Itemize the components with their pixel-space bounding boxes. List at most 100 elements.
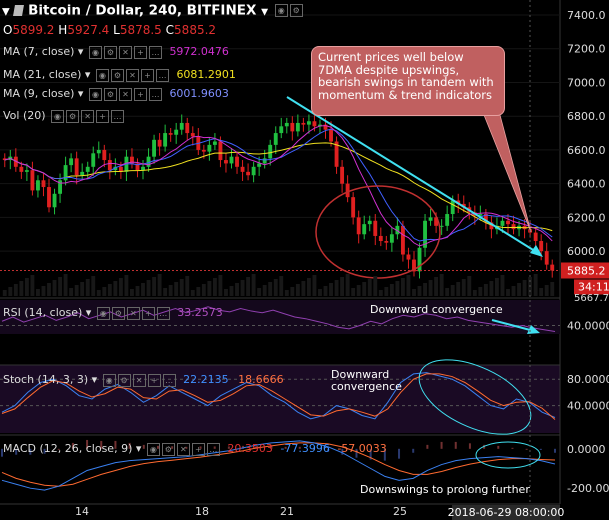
- candle-body: [96, 149, 101, 154]
- more-icon[interactable]: …: [111, 109, 125, 123]
- close-icon[interactable]: ✕: [118, 87, 132, 101]
- candle-body: [118, 166, 123, 172]
- add-icon[interactable]: +: [141, 306, 155, 320]
- rsi-title[interactable]: RSI (14, close) ▾ ◉ ⚙ ✕ +… 33.2573: [3, 306, 223, 320]
- candle-body: [412, 259, 416, 272]
- candle-body: [539, 241, 544, 252]
- stoch-tick-label: 80.0000: [567, 373, 609, 386]
- volume-bar: [113, 281, 118, 296]
- gear-icon[interactable]: ⚙: [110, 68, 124, 82]
- candle-body: [295, 122, 300, 132]
- volume-bar: [356, 285, 361, 296]
- eye-icon[interactable]: ◉: [51, 109, 65, 123]
- candle-body: [500, 220, 505, 226]
- more-icon[interactable]: …: [148, 87, 162, 101]
- macd-title[interactable]: MACD (12, 26, close, 9) ▾ ◉ ⚙ ✕ +… 20.3503 …: [3, 442, 387, 456]
- volume-bar: [478, 287, 483, 296]
- volume-bar: [69, 288, 74, 296]
- stoch-title[interactable]: Stoch (14, 3, 3) ▾ ◉ ⚙ ✕ +… 22.2135 18.6666: [3, 373, 284, 387]
- add-icon[interactable]: +: [96, 109, 110, 123]
- eye-icon[interactable]: ◉: [274, 4, 288, 17]
- last-price-tag: [561, 262, 609, 279]
- eye-icon[interactable]: ◉: [96, 306, 110, 320]
- candle-body: [19, 166, 24, 172]
- volume-bar: [483, 284, 488, 296]
- legend-ma21[interactable]: MA (21, close) ▾ ◉ ⚙ ✕ +… 6081.2901: [3, 68, 236, 82]
- candle-body: [312, 121, 317, 127]
- macd-histogram-bar: [312, 448, 315, 450]
- close-icon[interactable]: ✕: [176, 442, 190, 456]
- countdown-tag: [574, 279, 609, 295]
- eye-icon[interactable]: ◉: [88, 87, 102, 101]
- legend-vol[interactable]: Vol (20) ◉ ⚙ ✕ +…: [3, 109, 125, 123]
- eye-icon[interactable]: ◉: [146, 442, 160, 456]
- candle-body: [450, 200, 455, 215]
- candle-body: [273, 133, 278, 145]
- volume-bar: [406, 275, 411, 296]
- close-icon[interactable]: ✕: [81, 109, 95, 123]
- stoch-annotation: Downward convergence: [331, 368, 402, 393]
- gear-icon[interactable]: ⚙: [103, 87, 117, 101]
- volume-bar: [224, 289, 228, 296]
- candle-body: [345, 183, 350, 198]
- gear-icon[interactable]: ⚙: [103, 45, 117, 59]
- candle-body: [107, 160, 112, 171]
- candle-body: [190, 133, 195, 137]
- more-icon[interactable]: …: [155, 68, 169, 82]
- stoch-tick-label: 40.0000: [567, 400, 609, 413]
- volume-bar: [445, 288, 450, 296]
- volume-bar: [174, 282, 179, 296]
- more-icon[interactable]: …: [162, 373, 176, 387]
- more-icon[interactable]: …: [148, 45, 162, 59]
- eye-icon[interactable]: ◉: [88, 45, 102, 59]
- macd-histogram-bar: [412, 448, 415, 453]
- gear-icon[interactable]: ⚙: [161, 442, 175, 456]
- macd-histogram-bar: [398, 448, 401, 459]
- collapse-icon[interactable]: ▼: [2, 6, 10, 18]
- eye-icon[interactable]: ◉: [95, 68, 109, 82]
- add-icon[interactable]: +: [140, 68, 154, 82]
- more-icon[interactable]: …: [156, 306, 170, 320]
- macd-histogram-bar: [57, 448, 60, 450]
- macd-line: [1, 440, 556, 491]
- candle-body: [284, 122, 289, 127]
- close-icon[interactable]: ✕: [118, 45, 132, 59]
- macd-histogram-bar: [383, 448, 386, 461]
- symbol-title[interactable]: ▼ Bitcoin / Dollar, 240, BITFINEX ▼ ◉ ⚙: [2, 4, 303, 20]
- legend-ma21-value: 6081.2901: [176, 68, 236, 81]
- volume-bar: [251, 274, 256, 296]
- gear-icon[interactable]: ⚙: [117, 373, 131, 387]
- eye-icon[interactable]: ◉: [102, 373, 116, 387]
- ma9-line: [4, 128, 553, 242]
- legend-ma7[interactable]: MA (7, close) ▾ ◉ ⚙ ✕ +… 5972.0476: [3, 45, 229, 59]
- macd-histogram-bar: [1, 448, 3, 457]
- more-icon[interactable]: …: [206, 442, 220, 456]
- volume-bar: [24, 278, 29, 296]
- add-icon[interactable]: +: [133, 45, 147, 59]
- ohlc-low-value: 5878.5: [119, 23, 162, 37]
- gear-icon[interactable]: ⚙: [289, 4, 303, 17]
- gear-icon[interactable]: ⚙: [111, 306, 125, 320]
- add-icon[interactable]: +: [191, 442, 205, 456]
- volume-bar: [384, 287, 389, 296]
- volume-bar: [63, 274, 68, 296]
- candle-body: [58, 180, 63, 194]
- volume-bar: [107, 284, 112, 296]
- volume-bar: [417, 286, 422, 296]
- volume-bar: [533, 274, 538, 296]
- volume-bar: [80, 282, 85, 296]
- gear-icon[interactable]: ⚙: [66, 109, 80, 123]
- candle-body: [544, 251, 549, 265]
- macd-histogram-bar: [454, 441, 457, 449]
- close-icon[interactable]: ✕: [126, 306, 140, 320]
- add-icon[interactable]: +: [133, 87, 147, 101]
- chevron-down-icon[interactable]: ▼: [261, 7, 269, 18]
- close-icon[interactable]: ✕: [125, 68, 139, 82]
- add-icon[interactable]: +: [147, 373, 161, 387]
- candle-body: [367, 220, 372, 225]
- legend-ma9[interactable]: MA (9, close) ▾ ◉ ⚙ ✕ +… 6001.9603: [3, 87, 229, 101]
- candle-body: [356, 217, 361, 235]
- cut-price-label: 5667.7: [574, 293, 609, 304]
- close-icon[interactable]: ✕: [132, 373, 146, 387]
- volume-bar: [185, 276, 190, 296]
